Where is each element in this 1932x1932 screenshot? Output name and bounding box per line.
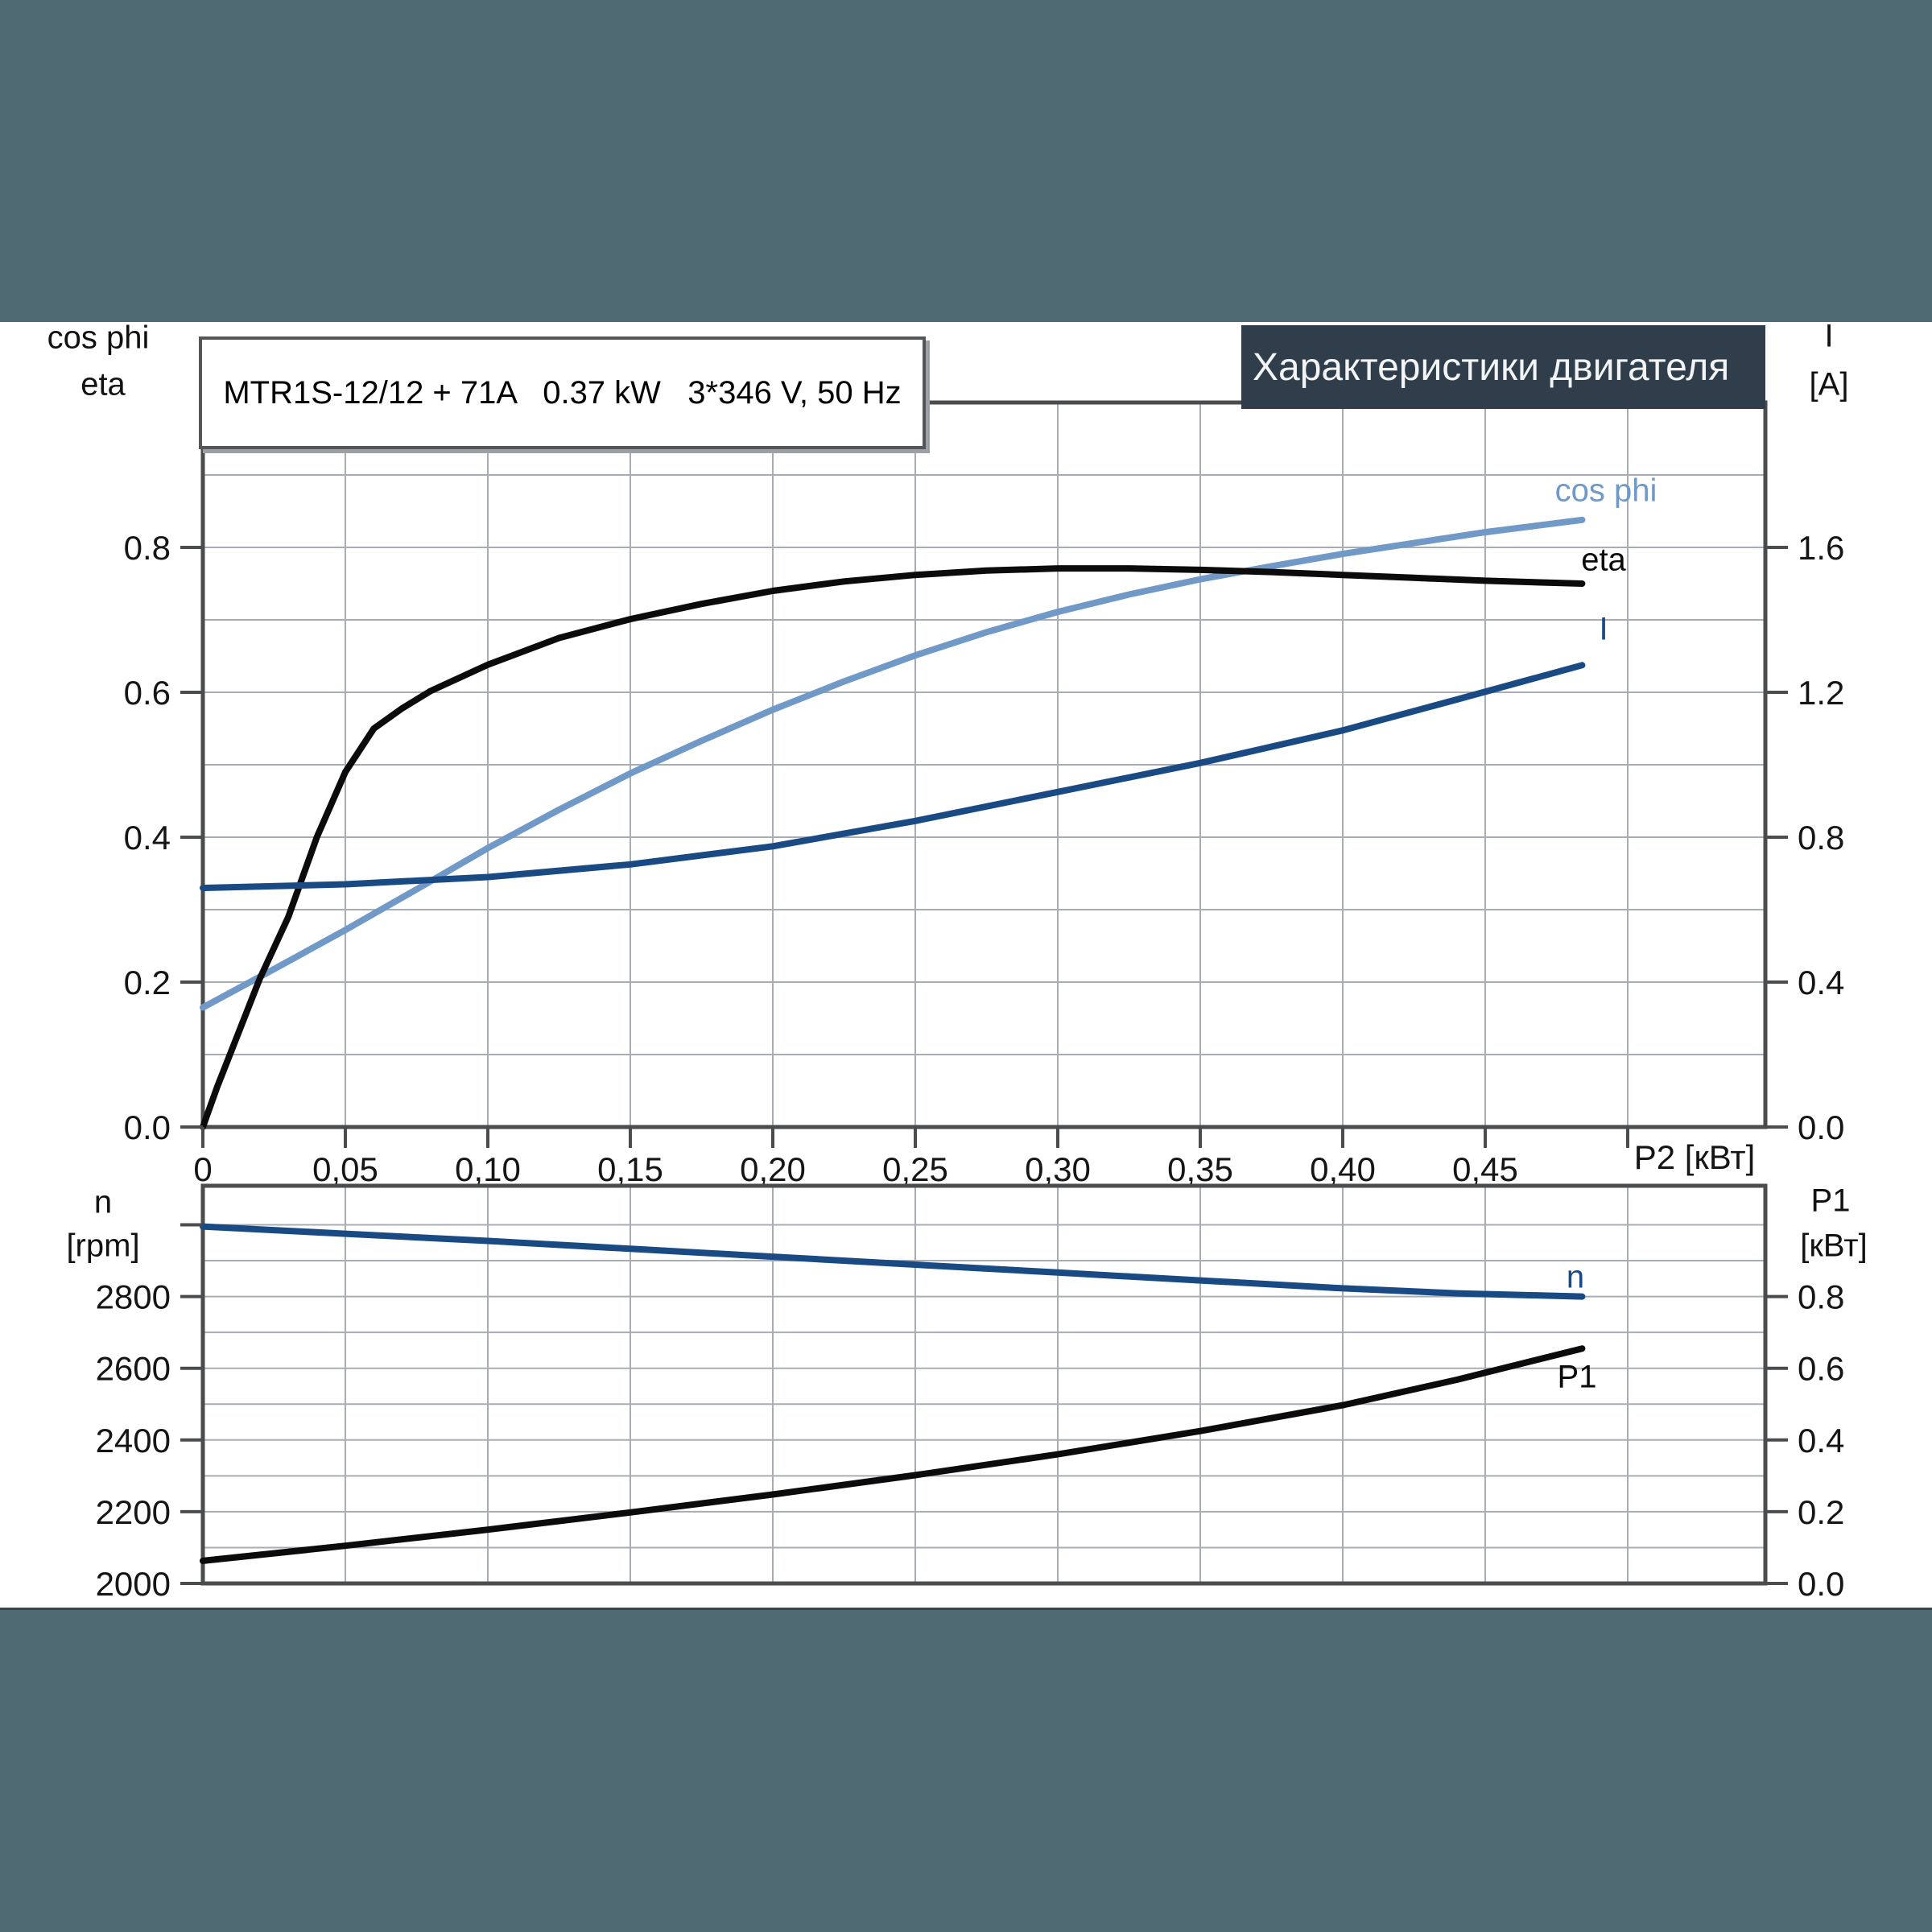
left-tick-label: 0.2 <box>124 964 171 1001</box>
right-tick-label: 0.0 <box>1798 1565 1844 1603</box>
top-left-axis-label-eta: eta <box>80 366 126 402</box>
bottom-left-axis-unit-rpm: [rpm] <box>66 1228 140 1264</box>
curve-power_in <box>200 1345 1586 1564</box>
curve-label-power-in: P1 <box>1557 1359 1597 1395</box>
page-header: Характеристики двигателя <box>1241 325 1765 409</box>
curve-label-current: I <box>1599 611 1608 647</box>
bottom-chart: 2000 2200 2400 2600 2800 0.0 0.2 0.4 0.6 0.8 <box>96 1183 1844 1603</box>
right-tick-label: 1.2 <box>1798 674 1844 712</box>
top-right-axis-unit-a: [A] <box>1809 366 1849 402</box>
right-tick-label: 0.8 <box>1798 819 1844 857</box>
left-tick-label: 2600 <box>96 1350 171 1388</box>
x-tick-label: 0,35 <box>1167 1150 1233 1188</box>
bottom-right-axis-label-p1: P1 <box>1810 1183 1851 1219</box>
curve-label-eta: eta <box>1581 542 1626 578</box>
left-tick-label: 2000 <box>96 1565 171 1603</box>
motor-title-box: MTR1S-12/12 + 71A 0.37 kW 3*346 V, 50 Hz <box>199 336 926 449</box>
x-tick-label: 0,40 <box>1310 1150 1376 1188</box>
curve-cos_phi <box>200 516 1586 1011</box>
right-tick-label: 1.6 <box>1798 529 1844 567</box>
x-tick-label: 0,30 <box>1025 1150 1091 1188</box>
left-tick-label: 0.8 <box>124 529 171 567</box>
top-chart: 0.0 0.2 0.4 0.6 0.8 0.0 0.4 0.8 1.2 1.6 0 0,05 0,10 0… <box>124 400 1844 1188</box>
x-tick-label: 0,20 <box>740 1150 806 1188</box>
curve-current <box>200 662 1586 891</box>
chart-frame <box>200 400 1768 1129</box>
right-tick-label: 0.2 <box>1798 1493 1844 1531</box>
right-tick-label: 0.4 <box>1798 964 1844 1001</box>
right-tick-label: 0.8 <box>1798 1278 1844 1316</box>
x-axis-unit-label: P2 [кВт] <box>1634 1138 1756 1176</box>
x-tick-label: 0,05 <box>312 1150 378 1188</box>
curve-label-speed: n <box>1566 1259 1585 1295</box>
panel-bottom-divider <box>0 1608 1932 1610</box>
x-tick-label: 0,15 <box>597 1150 663 1188</box>
left-tick-label: 2400 <box>96 1422 171 1459</box>
bottom-left-axis-label-n: n <box>93 1184 113 1220</box>
chart-panel <box>0 322 1932 1610</box>
x-tick-label: 0,10 <box>455 1150 521 1188</box>
left-tick-label: 2200 <box>96 1493 171 1531</box>
left-tick-label: 2800 <box>96 1278 171 1316</box>
x-tick-label: 0,25 <box>882 1150 948 1188</box>
curve-label-cos-phi: cos phi <box>1554 473 1657 509</box>
left-tick-label: 0.6 <box>124 674 171 712</box>
right-tick-label: 0.0 <box>1798 1108 1844 1146</box>
left-tick-label: 0.0 <box>124 1108 171 1146</box>
left-tick-label: 0.4 <box>124 819 171 857</box>
top-left-axis-label-cos-phi: cos phi <box>47 320 150 356</box>
bottom-right-axis-unit-kw: [кВт] <box>1800 1228 1868 1264</box>
right-tick-label: 0.6 <box>1798 1350 1844 1388</box>
curve-speed <box>200 1223 1586 1300</box>
top-right-axis-label-i: I <box>1824 318 1834 354</box>
chart-frame <box>200 1183 1768 1586</box>
x-tick-label: 0,45 <box>1452 1150 1518 1188</box>
curve-eta <box>200 565 1586 1130</box>
x-tick-label: 0 <box>193 1150 212 1188</box>
right-tick-label: 0.4 <box>1798 1422 1844 1459</box>
